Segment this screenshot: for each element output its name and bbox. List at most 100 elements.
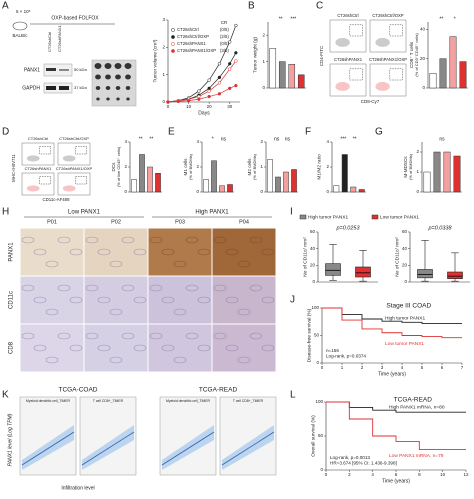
x-tick-label: 6 [395,472,398,477]
tissue-texture [213,284,227,292]
tissue-texture [185,236,199,244]
tissue-texture [69,296,83,304]
x-tick-label: 6 [441,365,444,370]
tumor [124,63,132,69]
tissue-texture [121,236,135,244]
tissue-texture [149,284,163,292]
significance: *** [340,136,346,142]
tissue-texture [225,248,239,256]
significance: ** [353,136,357,142]
label: P04 [239,219,249,225]
label: BALB/c [12,33,28,38]
ihc-image [20,228,84,276]
curve-label: High tumor PANX1 [385,316,425,322]
x-tick-label: 7 [461,365,464,370]
panel-label: D [2,127,9,138]
label: High tumor PANX1 [308,214,348,220]
y-tick-label: 60 [402,229,408,234]
tissue-texture [85,236,99,244]
significance: ns [221,136,227,142]
tissue-texture [261,296,275,304]
y-tick-label: 2 [124,164,127,169]
point [234,23,238,28]
point [234,83,238,88]
significance: * [454,16,456,22]
y-tick-label: 20 [402,263,408,268]
y-axis-label: DCs [111,162,116,172]
x-tick-label: 0 [325,472,328,477]
tumor [114,63,122,69]
significance: ns [439,136,445,142]
tissue-texture [21,332,35,340]
x-tick-label: 10 [186,104,192,109]
regression-band [82,425,134,470]
label: P01 [47,219,57,225]
bar [350,186,357,193]
bar [297,74,305,89]
tissue-texture [33,344,47,352]
panel-label: A [2,1,9,12]
point [197,97,201,101]
bar [291,169,297,193]
regression-band [162,425,214,470]
y-axis-label: Tumor weight (g) [252,37,258,73]
y-axis-label: M-MDSCs [403,156,408,178]
y-tick-label: 0 [326,189,329,194]
y-tick-label: 2 [196,164,199,169]
y-tick-label: 50 [318,433,324,438]
ihc-image [212,324,276,372]
bar [227,184,233,193]
bar [147,166,153,193]
flow-gate [349,24,363,37]
panel-label: K [2,390,9,401]
y-tick-label: 2 [162,45,165,50]
y-tick-label: 4 [326,139,329,144]
y-tick-label: 0 [124,189,127,194]
tumor [115,86,121,90]
y-tick-label: 100 [311,305,319,310]
tissue-texture [161,344,175,352]
x-tick-label: 20 [207,104,213,109]
tissue-texture [197,296,211,304]
box [417,269,433,279]
y-axis-label: Overall survival (%) [310,415,316,457]
tissue-texture [21,236,35,244]
label: T cell CD8+_TIMER [93,399,124,403]
bar [211,160,217,193]
label: High PANX1 [195,210,229,216]
tissue-texture [45,308,59,316]
tumor [126,97,130,101]
tumor [125,86,131,90]
y-axis-label: (% of CD3⁺CD45⁺ cells) [414,33,419,77]
panel-label: I [290,207,293,218]
bar [439,58,447,89]
tissue-texture [121,332,135,340]
panel-label: E [168,127,175,138]
point [234,59,238,63]
tissue-texture [149,332,163,340]
label: CT26shPANX1/OXP [369,57,407,62]
flow-density [26,155,40,162]
panel-label: C [316,1,323,12]
y-axis-label: M1 cells [183,158,188,176]
tumor [125,74,131,80]
blot-box [43,63,73,77]
y-tick-label: 40 [420,27,426,32]
note: n=156 [326,348,339,353]
tissue-texture [133,248,147,256]
bar [358,189,365,193]
ihc-image [84,324,148,372]
y-tick-label: 0 [416,189,419,194]
note: HR=3.674 [95% CI: 1.436-9.398] [330,461,397,466]
y-tick-label: 1 [262,59,265,64]
bar [203,179,209,193]
tissue-texture [97,296,111,304]
note: Log-rank, p=0.0374 [326,354,366,359]
y-axis-label: Disease-free survival (%) [306,308,312,362]
bar [459,61,467,89]
blot-box [43,82,73,94]
regression-line [81,431,135,466]
tissue-texture [69,248,83,256]
regression-line [221,431,275,466]
tissue-texture [97,248,111,256]
